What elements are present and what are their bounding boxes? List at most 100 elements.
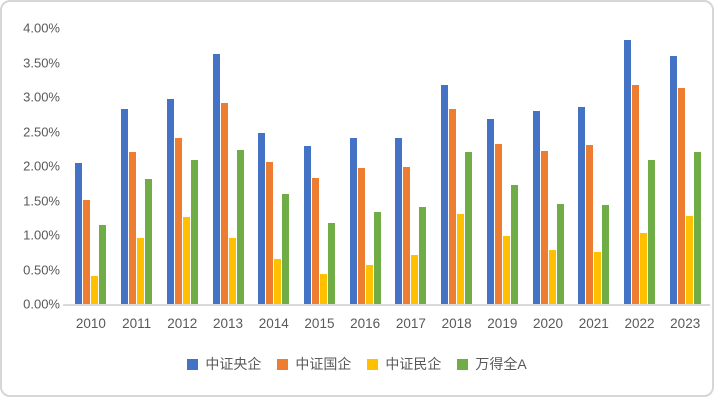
bar-中证央企-2019 <box>486 119 494 304</box>
bar-万得全A-2014 <box>282 193 290 304</box>
y-tick-label: 1.50% <box>23 193 60 208</box>
bar-万得全A-2017 <box>419 207 427 304</box>
legend-swatch-icon <box>457 358 469 370</box>
bar-万得全A-2019 <box>510 184 518 304</box>
y-tick-label: 2.00% <box>23 158 60 174</box>
bar-中证国企-2015 <box>311 178 319 304</box>
bar-万得全A-2011 <box>145 179 153 304</box>
bar-中证民企-2016 <box>365 265 373 304</box>
x-axis-labels: 2010 2011 2012 2013 2014 2015 2016 2017 2018 2019… <box>68 316 708 331</box>
bar-中证国企-2023 <box>677 88 685 304</box>
bar-中证民企-2022 <box>639 232 647 304</box>
bar-万得全A-2015 <box>327 222 335 304</box>
x-axis-label-2023: 2023 <box>670 316 701 331</box>
bar-中证央企-2016 <box>349 138 357 304</box>
bar-group-2019 <box>479 28 525 304</box>
bar-group-2013 <box>205 28 251 304</box>
bar-中证国企-2018 <box>449 108 457 304</box>
bar-中证民企-2018 <box>457 213 465 304</box>
y-tick-label: 1.00% <box>23 227 60 243</box>
plot-area <box>63 28 710 306</box>
bar-中证民企-2012 <box>182 217 190 304</box>
x-axis-label-2021: 2021 <box>578 316 609 331</box>
legend-item-中证国企: 中证国企 <box>277 354 351 374</box>
x-axis-label-2017: 2017 <box>395 316 426 331</box>
x-axis-label-2020: 2020 <box>533 316 564 331</box>
bar-中证民企-2019 <box>502 235 510 304</box>
legend-label: 万得全A <box>475 356 527 372</box>
legend-label: 中证国企 <box>295 356 352 372</box>
bar-万得全A-2013 <box>236 150 244 304</box>
bar-中证民企-2023 <box>685 216 693 304</box>
bar-中证国企-2010 <box>83 199 91 304</box>
bar-group-2010 <box>68 28 114 304</box>
bar-中证央企-2021 <box>578 107 586 304</box>
bar-group-2015 <box>297 28 343 304</box>
bar-group-2017 <box>388 28 434 304</box>
bar-group-2012 <box>159 28 205 304</box>
y-axis: 0.00% 0.50% 1.00% 1.50% 2.00% 2.50% 3.00% 3.50%… <box>2 22 60 311</box>
x-axis-label-2010: 2010 <box>75 316 106 331</box>
y-tick-label: 0.00% <box>23 296 60 312</box>
legend-item-中证央企: 中证央企 <box>187 354 261 374</box>
bar-万得全A-2012 <box>190 159 198 304</box>
bar-中证央企-2014 <box>258 132 266 304</box>
bar-万得全A-2010 <box>99 225 107 304</box>
bar-中证民企-2011 <box>137 237 145 304</box>
bar-中证央企-2022 <box>623 40 631 304</box>
bar-万得全A-2018 <box>465 151 473 304</box>
bar-万得全A-2020 <box>556 203 564 304</box>
x-axis-label-2016: 2016 <box>350 316 381 331</box>
bar-中证民企-2015 <box>319 274 327 304</box>
bar-万得全A-2016 <box>373 212 381 304</box>
y-tick-label: 2.50% <box>23 124 60 139</box>
bar-group-2020 <box>525 28 571 304</box>
x-axis-label-2012: 2012 <box>167 316 198 331</box>
bar-group-2018 <box>434 28 480 304</box>
x-axis-label-2013: 2013 <box>212 316 244 331</box>
bar-中证国企-2020 <box>540 150 548 304</box>
bar-中证国企-2011 <box>129 151 137 304</box>
bar-中证国企-2017 <box>403 167 411 304</box>
x-axis-label-2011: 2011 <box>122 316 152 331</box>
y-tick-label: 3.00% <box>23 89 60 105</box>
legend-item-万得全A: 万得全A <box>457 354 527 374</box>
bar-中证国企-2022 <box>631 85 639 304</box>
bar-group-2023 <box>662 28 708 304</box>
x-axis-line <box>63 304 710 306</box>
bar-中证民企-2021 <box>594 252 602 304</box>
y-tick-label: 0.50% <box>23 262 60 277</box>
bar-中证民企-2020 <box>548 250 556 304</box>
bar-中证国企-2019 <box>494 143 502 304</box>
y-tick-label: 4.00% <box>23 20 60 36</box>
bar-group-2014 <box>251 28 297 304</box>
x-axis-label-2015: 2015 <box>304 316 335 331</box>
legend-label: 中证央企 <box>205 356 262 372</box>
bar-中证国企-2014 <box>266 161 274 304</box>
bar-中证国企-2012 <box>174 137 182 304</box>
bar-中证央企-2023 <box>669 56 677 304</box>
bar-中证央企-2015 <box>303 146 311 304</box>
bar-中证央企-2017 <box>395 137 403 304</box>
bar-中证民企-2017 <box>411 255 419 304</box>
bar-中证民企-2013 <box>228 238 236 304</box>
x-axis-label-2014: 2014 <box>258 316 289 331</box>
bar-group-2021 <box>571 28 617 304</box>
bar-group-2016 <box>342 28 388 304</box>
x-axis-label-2022: 2022 <box>624 316 655 331</box>
bars-area <box>68 28 708 304</box>
legend-swatch-icon <box>187 358 199 370</box>
legend-swatch-icon <box>277 358 289 370</box>
bar-中证央企-2018 <box>441 84 449 304</box>
legend: 中证央企 中证国企 中证民企 万得全A <box>2 354 712 374</box>
bar-中证民企-2014 <box>274 259 282 304</box>
bar-万得全A-2022 <box>647 160 655 304</box>
x-axis-label-2018: 2018 <box>441 316 472 331</box>
bar-中证国企-2021 <box>586 145 594 304</box>
legend-swatch-icon <box>367 358 379 370</box>
bar-group-2011 <box>114 28 160 304</box>
bar-万得全A-2021 <box>602 204 610 304</box>
y-tick-label: 3.50% <box>23 55 60 70</box>
bar-中证央企-2010 <box>75 162 83 304</box>
